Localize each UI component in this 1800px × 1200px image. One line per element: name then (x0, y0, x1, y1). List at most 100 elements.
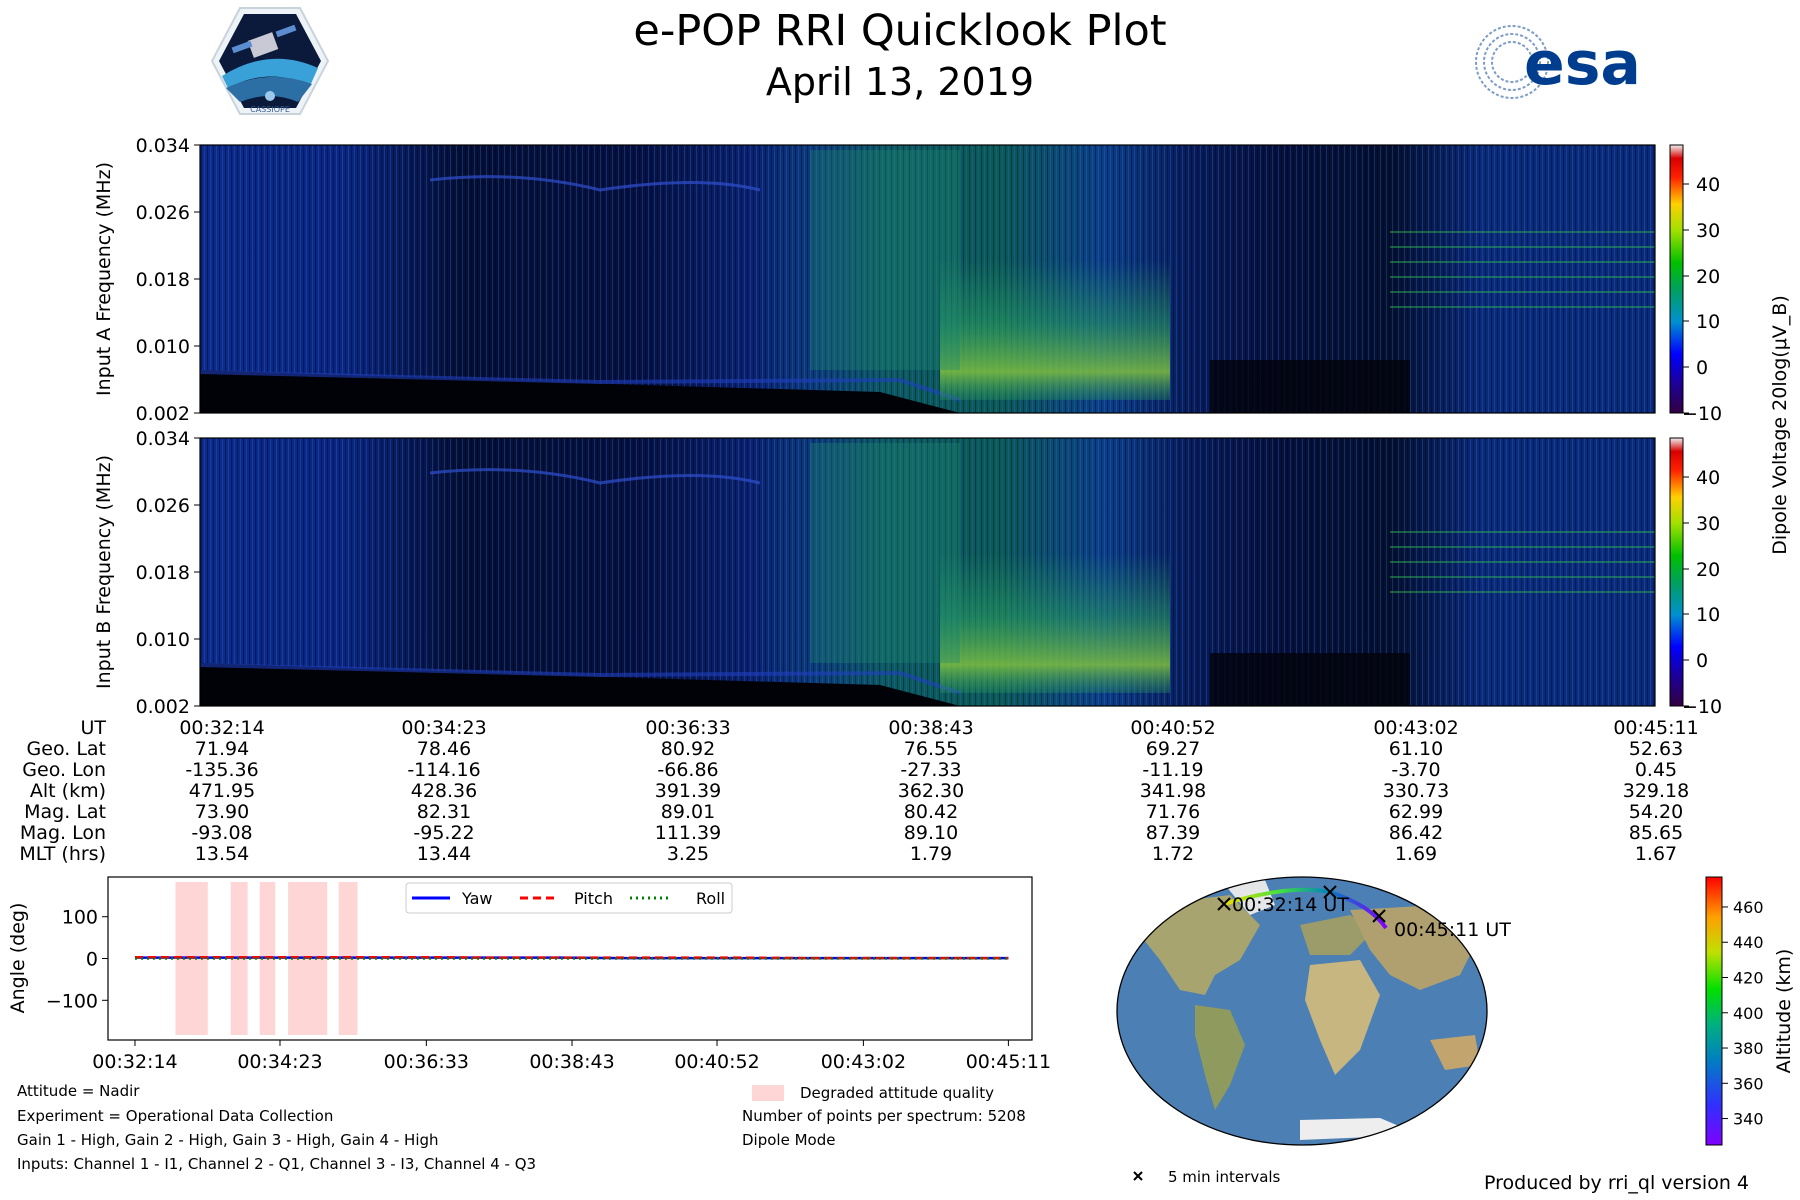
ephemeris-cell: 87.39 (1146, 822, 1200, 844)
colorbar-a-tick: 10 (1696, 311, 1720, 333)
ephemeris-cell: 362.30 (898, 780, 964, 802)
colorbar-b-tick: 40 (1696, 467, 1720, 489)
ephemeris-cell: 391.39 (655, 780, 721, 802)
note-inputs: Inputs: Channel 1 - I1, Channel 2 - Q1, … (17, 1155, 537, 1173)
ephemeris-cell: 89.10 (904, 822, 958, 844)
colorbar-b-tick: 20 (1696, 559, 1720, 581)
ephemeris-cell: 329.18 (1623, 780, 1689, 802)
ephemeris-cell: 00:32:14 (179, 717, 264, 739)
attitude-ytick-label: −100 (46, 990, 98, 1012)
ephemeris-cell: 54.20 (1629, 801, 1683, 823)
ephemeris-cell: 52.63 (1629, 738, 1683, 760)
spectrogram-a-ytick-label: 0.034 (136, 138, 190, 157)
ephemeris-row-label: Alt (km) (30, 780, 106, 802)
note-experiment: Experiment = Operational Data Collection (17, 1107, 334, 1125)
ephemeris-cell: 1.79 (910, 843, 952, 865)
altitude-colorbar-label: Altitude (km) (1773, 949, 1795, 1074)
attitude-ylabel: Angle (deg) (7, 903, 29, 1014)
ephemeris-cell: 85.65 (1629, 822, 1683, 844)
ephemeris-cell: 1.69 (1395, 843, 1437, 865)
colorbar-a-tick: −10 (1682, 403, 1722, 425)
ephemeris-cell: 13.44 (417, 843, 471, 865)
ephemeris-cell: 62.99 (1389, 801, 1443, 823)
ephemeris-cell: 0.45 (1635, 759, 1677, 781)
colorbar-b-tick: −10 (1682, 696, 1722, 715)
ephemeris-cell: 00:40:52 (1130, 717, 1215, 739)
spectrogram-b-colorbar-ticks: 40 30 20 10 0 −10 (1682, 467, 1722, 715)
ephemeris-cell: 80.92 (661, 738, 715, 760)
ephemeris-cell: 78.46 (417, 738, 471, 760)
cassiope-logo: CASSIOPE (210, 7, 330, 115)
interval-marker-legend-label: 5 min intervals (1168, 1168, 1281, 1186)
ephemeris-cell: 00:36:33 (645, 717, 730, 739)
altitude-tick-label: 360 (1733, 1074, 1764, 1093)
ephemeris-cell: 71.94 (195, 738, 249, 760)
legend-roll: Roll (696, 889, 725, 908)
attitude-xtick-label: 00:43:02 (821, 1051, 906, 1073)
spectrogram-b-ytick-label: 0.018 (136, 562, 190, 584)
spectrogram-a-ylabel: Input A Frequency (MHz) (93, 162, 115, 396)
ephemeris-cell: -11.19 (1142, 759, 1203, 781)
ephemeris-cell: 89.01 (661, 801, 715, 823)
ephemeris-cell: 61.10 (1389, 738, 1443, 760)
ephemeris-row-label: UT (80, 717, 106, 739)
altitude-tick-label: 400 (1733, 1004, 1764, 1023)
ephemeris-cell: 330.73 (1383, 780, 1449, 802)
ephemeris-row-label: Geo. Lon (22, 759, 106, 781)
spectrogram-a-ytick-label: 0.002 (136, 403, 190, 425)
spectrogram-a-yticks: 0.034 0.026 0.018 0.010 0.002 (136, 138, 200, 425)
ground-track-map: 00:32:14 UT 00:45:11 UT 460 440 420 400 380 3… (1116, 876, 1795, 1186)
colorbar-a-tick: 40 (1696, 174, 1720, 196)
legend-pitch: Pitch (574, 889, 613, 908)
spectrogram-a-ytick-label: 0.018 (136, 269, 190, 291)
page-title: e-POP RRI Quicklook Plot (633, 6, 1167, 56)
altitude-colorbar-ticks: 460 440 420 400 380 360 340 (1722, 898, 1764, 1129)
colorbar-a-tick: 20 (1696, 266, 1720, 288)
ephemeris-cell: 76.55 (904, 738, 958, 760)
spectrogram-a-colorbar-ticks: 40 30 20 10 0 −10 (1682, 174, 1722, 425)
ephemeris-cell: 69.27 (1146, 738, 1200, 760)
attitude-xtick-label: 00:45:11 (966, 1051, 1051, 1073)
ephemeris-cell: 80.42 (904, 801, 958, 823)
spectrogram-b-colorbar (1669, 437, 1684, 707)
ephemeris-cell: -93.08 (191, 822, 252, 844)
attitude-xtick-label: 00:36:33 (384, 1051, 469, 1073)
ephemeris-row-label: Mag. Lat (24, 801, 106, 823)
spectrogram-a-colorbar (1669, 144, 1684, 414)
note-gain: Gain 1 - High, Gain 2 - High, Gain 3 - H… (17, 1131, 439, 1149)
attitude-xtick-label: 00:34:23 (237, 1051, 322, 1073)
ephemeris-row-label: Mag. Lon (20, 822, 106, 844)
degraded-legend-label: Degraded attitude quality (800, 1084, 995, 1102)
ephemeris-cell: 73.90 (195, 801, 249, 823)
altitude-tick-label: 340 (1733, 1110, 1764, 1129)
spectrogram-b-yticks: 0.034 0.026 0.018 0.010 0.002 (136, 430, 200, 715)
colorbar-b-tick: 0 (1696, 650, 1708, 672)
note-attitude: Attitude = Nadir (17, 1082, 140, 1100)
ephemeris-cell: 71.76 (1146, 801, 1200, 823)
colorbar-label-panel: Dipole Voltage 20log(μV_B) (1769, 295, 1791, 555)
attitude-ytick-label: 100 (62, 907, 98, 929)
ephemeris-cell: 428.36 (411, 780, 477, 802)
ephemeris-cell: 341.98 (1140, 780, 1206, 802)
altitude-tick-label: 420 (1733, 969, 1764, 988)
spectrogram-input-a-panel: 0.034 0.026 0.018 0.010 0.002 Input A Fr… (93, 138, 1722, 425)
ephemeris-cell: 111.39 (655, 822, 721, 844)
ephemeris-cell: -95.22 (413, 822, 474, 844)
track-markers (1217, 885, 1386, 923)
altitude-tick-label: 440 (1733, 933, 1764, 952)
spectrogram-b-ytick-label: 0.034 (136, 430, 190, 450)
note-points-per-spectrum: Number of points per spectrum: 5208 (742, 1107, 1026, 1125)
ephemeris-cell: 3.25 (667, 843, 709, 865)
colorbar-b-tick: 30 (1696, 513, 1720, 535)
ephemeris-row-label: MLT (hrs) (19, 843, 106, 865)
ephemeris-cell: 00:38:43 (888, 717, 973, 739)
degraded-legend-swatch (752, 1085, 784, 1101)
ephemeris-cell: 1.72 (1152, 843, 1194, 865)
attitude-xtick-label: 00:38:43 (529, 1051, 614, 1073)
track-end-label: 00:45:11 UT (1394, 919, 1511, 941)
track-start-label: 00:32:14 UT (1232, 894, 1349, 916)
attitude-legend: Yaw Pitch Roll (405, 882, 733, 914)
map-outline (1116, 876, 1488, 1146)
ephemeris-cell: -27.33 (900, 759, 961, 781)
